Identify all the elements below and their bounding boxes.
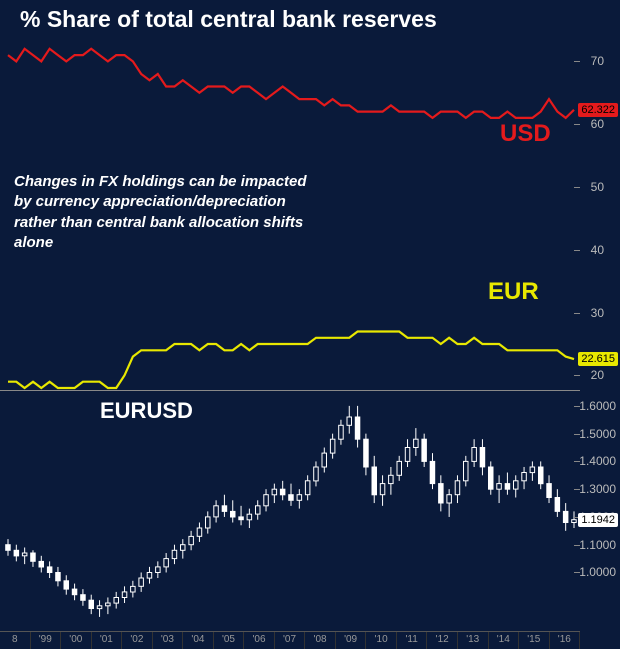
x-tick: '16 (550, 632, 581, 649)
x-tick: '99 (31, 632, 62, 649)
bottom-chart-svg (0, 0, 620, 649)
x-axis: 8'99'00'01'02'03'04'05'06'07'08'09'10'11… (0, 631, 580, 649)
x-tick: '12 (427, 632, 458, 649)
x-tick: '01 (92, 632, 123, 649)
x-tick: '06 (244, 632, 275, 649)
x-tick: '11 (397, 632, 428, 649)
x-tick: '02 (122, 632, 153, 649)
x-tick: '15 (519, 632, 550, 649)
x-tick: '07 (275, 632, 306, 649)
x-tick: '14 (489, 632, 520, 649)
x-tick: '13 (458, 632, 489, 649)
x-tick: '03 (153, 632, 184, 649)
x-tick: '05 (214, 632, 245, 649)
chart-container: % Share of total central bank reserves C… (0, 0, 620, 649)
x-tick: '04 (183, 632, 214, 649)
x-tick: '10 (366, 632, 397, 649)
x-tick: '09 (336, 632, 367, 649)
x-tick: 8 (0, 632, 31, 649)
x-tick: '00 (61, 632, 92, 649)
x-tick: '08 (305, 632, 336, 649)
